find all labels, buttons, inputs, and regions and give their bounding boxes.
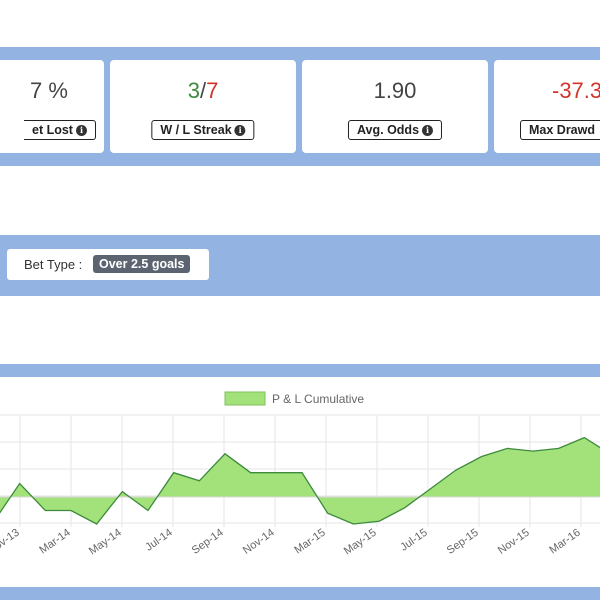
max-drawdown-value: -37.3	[552, 78, 600, 103]
streak-separator: /	[199, 78, 207, 103]
x-tick-label: Nov-13	[0, 527, 22, 557]
x-tick-label: Mar-14	[37, 527, 72, 557]
loss-streak: 7	[206, 78, 219, 103]
info-icon[interactable]: i	[234, 125, 246, 136]
streak-value: 3/7	[110, 78, 296, 104]
avg-odds-value: 1.90	[373, 78, 417, 103]
bet-type-filter[interactable]: Bet Type : Over 2.5 goals	[7, 249, 209, 280]
chart-card: P & L Cumulative Nov-13 Mar-14 May-14 Jul-14…	[0, 377, 600, 587]
pl-cumulative-chart: P & L Cumulative Nov-13 Mar-14 May-14 Jul-14…	[0, 391, 600, 558]
x-tick-label: Nov-15	[496, 527, 532, 557]
legend-swatch	[224, 391, 266, 406]
x-tick-label: Mar-16	[547, 527, 582, 557]
bet-type-badge[interactable]: Over 2.5 goals	[93, 255, 191, 273]
info-icon[interactable]: i	[75, 125, 87, 136]
bets-lost-value: 7 %	[30, 78, 68, 103]
avg-odds-label-text: Avg. Odds	[356, 123, 420, 137]
x-tick-label: May-15	[342, 527, 379, 558]
max-drawdown-label: Max Drawd	[520, 120, 600, 140]
bet-type-label: Bet Type :	[24, 257, 83, 272]
stat-card-bets-lost: 7 % et Lost i	[0, 60, 104, 153]
x-tick-label: Sep-15	[445, 527, 481, 557]
x-tick-label: May-14	[87, 527, 124, 558]
legend-label: P & L Cumulative	[272, 392, 364, 406]
streak-label-text: W / L Streak	[160, 123, 232, 137]
stat-card-streak: 3/7 W / L Streak i	[110, 60, 296, 153]
x-tick-label: Jul-15	[398, 527, 429, 554]
x-tick-label: Mar-15	[292, 527, 327, 557]
stat-card-avg-odds: 1.90 Avg. Odds i	[302, 60, 488, 153]
x-tick-label: Jul-14	[143, 527, 174, 554]
series-line	[0, 436, 600, 525]
avg-odds-label: Avg. Odds i	[347, 120, 443, 140]
max-drawdown-label-text: Max Drawd	[529, 123, 595, 137]
bottom-strip	[0, 587, 600, 600]
streak-label: W / L Streak i	[151, 120, 255, 140]
bets-lost-label: et Lost i	[24, 120, 96, 140]
stat-card-max-drawdown: -37.3 Max Drawd	[494, 60, 600, 153]
x-tick-label: Sep-14	[190, 527, 226, 557]
bets-lost-label-text: et Lost	[32, 123, 73, 137]
x-tick-label: Nov-14	[241, 527, 277, 557]
win-streak: 3	[187, 78, 200, 103]
info-icon[interactable]: i	[422, 125, 434, 136]
series-area	[0, 437, 600, 524]
